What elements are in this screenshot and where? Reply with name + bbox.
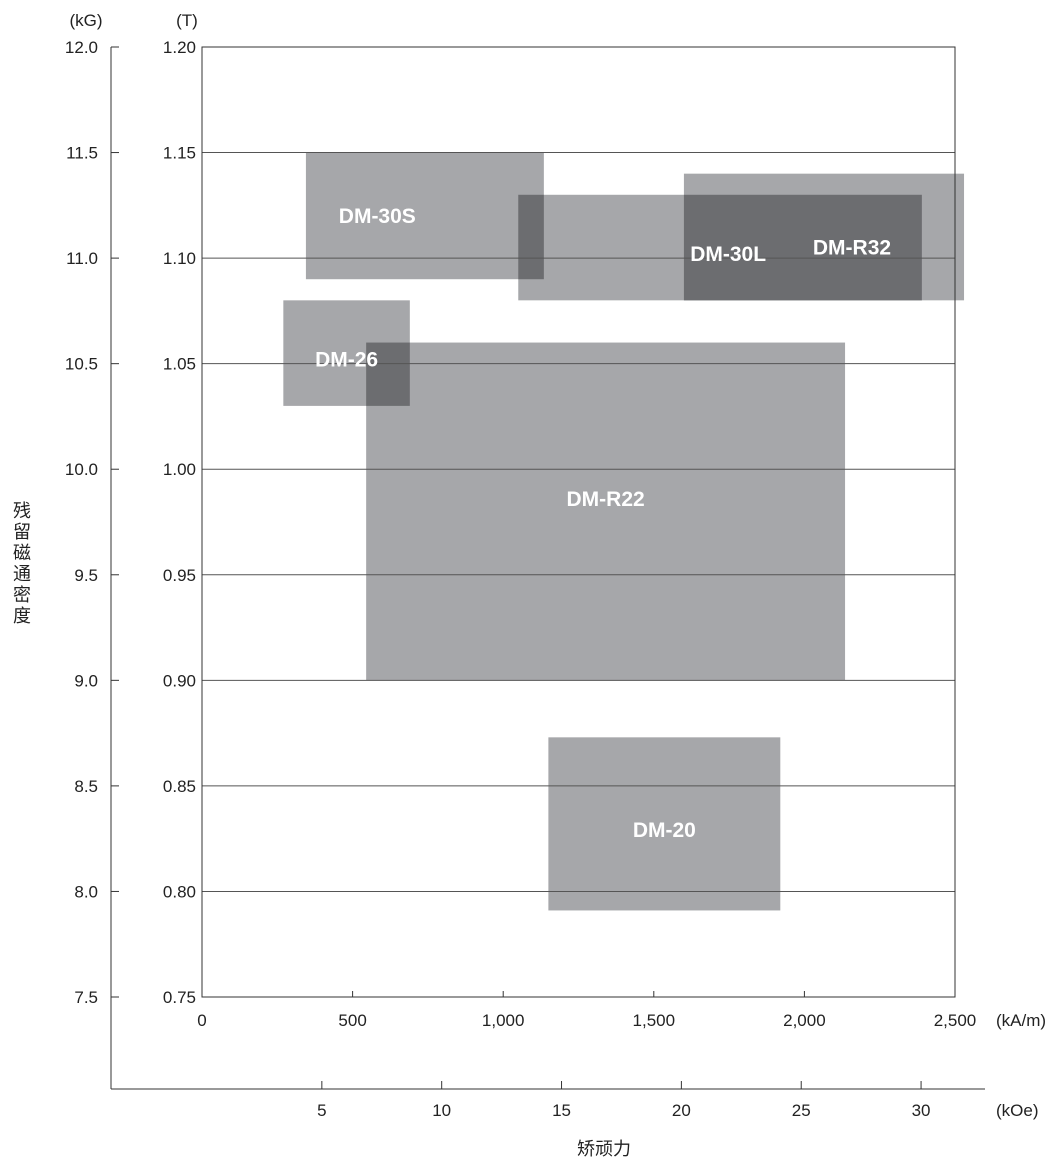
y-tick-label-t: 1.20 [163,38,196,57]
y-axis-title-char: 残 [13,501,31,522]
overlap-region [366,342,410,406]
y-right-unit: (T) [176,11,198,30]
box-label-dm-30l: DM-30L [690,243,766,266]
x-axis-title: 矫顽力 [577,1139,631,1160]
range-box-dm-20 [548,737,781,911]
y-tick-label-kg: 7.5 [74,988,98,1007]
range-box-dm-r22 [366,342,846,681]
y-tick-label-t: 0.85 [163,777,196,796]
x-bottom-unit: (kOe) [996,1101,1039,1120]
x-tick-label-koe: 30 [912,1101,931,1120]
y-axis-title-char: 度 [13,606,31,627]
x-tick-label-koe: 20 [672,1101,691,1120]
y-tick-label-kg: 10.0 [65,460,98,479]
y-axis-title-char: 磁 [13,543,31,564]
y-tick-label-kg: 11.5 [66,144,98,163]
y-tick-label-t: 0.75 [163,988,196,1007]
x-tick-label-kam: 0 [197,1011,206,1030]
axis-ticks: 12.0 1.20 11.5 1.15 11.0 1.10 10.5 1.05 10.0 1.00… [65,38,976,1120]
y-tick-label-t: 1.05 [163,355,196,374]
x-tick-label-kam: 2,000 [783,1011,826,1030]
y-axis-title-char: 通 [13,564,31,585]
overlap-regions [366,194,922,406]
box-labels: DM-30S DM-30L DM-R32 DM-26 DM-R22 DM-20 [315,205,891,842]
box-label-dm-30s: DM-30S [339,205,416,228]
y-axis-title-char: 密 [13,585,31,606]
overlap-region [518,194,544,280]
x-tick-label-kam: 1,000 [482,1011,525,1030]
box-label-dm-r32: DM-R32 [813,237,891,260]
y-tick-label-kg: 9.5 [74,566,98,585]
y-tick-label-t: 0.95 [163,566,196,585]
grid-lines [202,152,955,892]
x-tick-label-kam: 500 [338,1011,366,1030]
x-tick-label-koe: 15 [552,1101,571,1120]
plot-frame [110,46,985,1090]
box-label-dm-20: DM-20 [633,819,696,842]
x-tick-label-kam: 2,500 [934,1011,977,1030]
y-tick-label-t: 1.15 [163,144,196,163]
y-tick-label-kg: 8.5 [74,777,98,796]
x-top-unit: (kA/m) [996,1011,1046,1030]
y-tick-label-t: 0.80 [163,882,196,901]
y-axis-title: 残留磁通密度 [13,501,31,627]
y-tick-label-t: 1.00 [163,460,196,479]
y-tick-label-t: 0.90 [163,671,196,690]
y-tick-label-kg: 11.0 [66,249,98,268]
y-left-unit: (kG) [69,11,102,30]
x-tick-label-koe: 25 [792,1101,811,1120]
y-tick-label-kg: 8.0 [74,882,98,901]
plot-border [201,46,956,998]
x-tick-label-kam: 1,500 [633,1011,676,1030]
y-tick-label-t: 1.10 [163,249,196,268]
overlap-region [683,194,922,301]
y-tick-label-kg: 10.5 [65,355,98,374]
x-tick-label-koe: 10 [432,1101,451,1120]
x-tick-label-koe: 5 [317,1101,326,1120]
box-label-dm-r22: DM-R22 [567,488,645,511]
y-tick-label-kg: 12.0 [65,38,98,57]
y-axis-title-char: 留 [13,522,31,543]
box-label-dm-26: DM-26 [315,348,378,371]
y-tick-label-kg: 9.0 [74,671,98,690]
